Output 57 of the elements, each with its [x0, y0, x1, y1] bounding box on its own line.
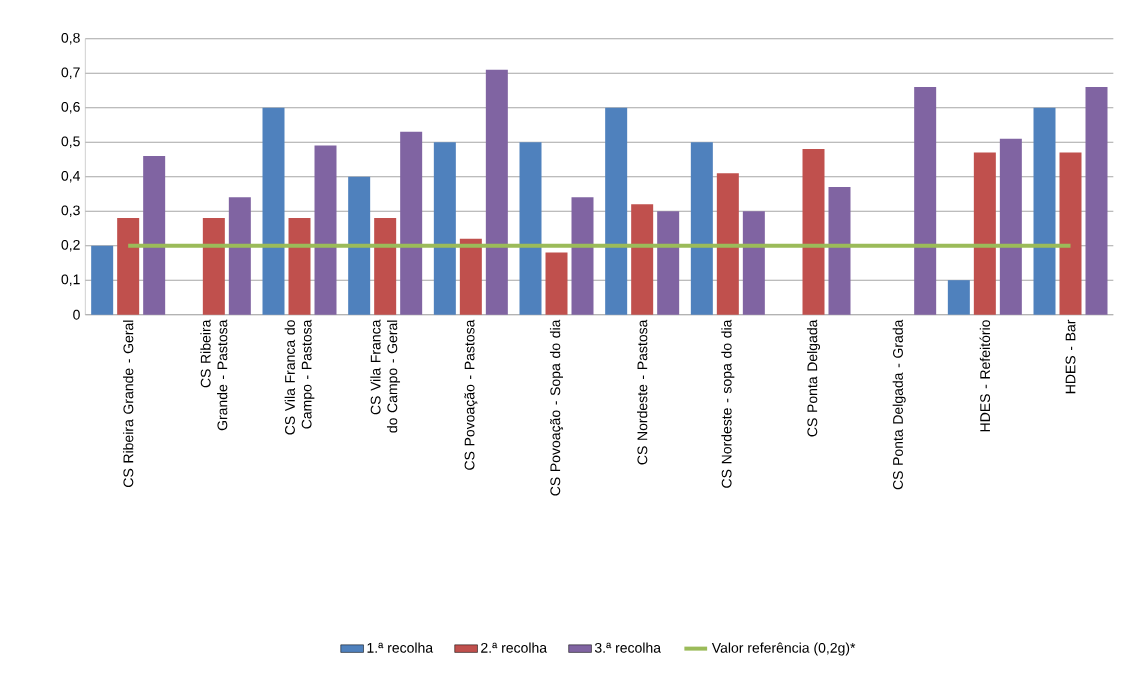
- y-tick-label: 0,5: [61, 136, 80, 148]
- bar: [1033, 107, 1056, 315]
- bar: [802, 148, 825, 315]
- bar: [314, 145, 337, 315]
- bar: [690, 142, 713, 315]
- y-tick-label: 0,3: [61, 205, 80, 217]
- bar: [202, 217, 225, 315]
- bar: [947, 280, 970, 315]
- bar: [716, 173, 739, 315]
- bar: [459, 238, 482, 315]
- bar: [999, 138, 1022, 315]
- x-tick-label: CS Ribeira Grande - Geral: [123, 320, 134, 487]
- bar: [262, 107, 285, 315]
- x-tick-label: CS Vila Franca do Campo - Geral: [370, 319, 401, 433]
- x-tick-label: CS Ponta Delgada: [806, 319, 821, 437]
- legend-label: 2.ª recolha: [481, 642, 548, 653]
- x-tick-label: CS Povoação - Pastosa: [464, 319, 478, 470]
- x-tick-label: CS Nordeste - Pastosa: [637, 319, 648, 465]
- bar: [1085, 86, 1108, 315]
- legend-label: Valor referência (0,2g)*: [711, 642, 856, 656]
- y-tick-label: 0,8: [61, 32, 80, 45]
- legend-label: 1.ª recolha: [367, 642, 434, 653]
- x-tick-label: CS Ribeira Grande - Pastosa: [200, 319, 228, 431]
- x-tick-label: CS Ponta Delgada - Grada: [892, 319, 906, 490]
- bar: [828, 186, 851, 315]
- y-tick-label: 0,2: [61, 239, 80, 252]
- bar: [545, 252, 568, 315]
- bar: [519, 142, 542, 315]
- bar: [433, 142, 456, 315]
- bar: [1059, 152, 1082, 315]
- y-tick-label: 0,6: [61, 101, 80, 114]
- legend-label: 3.ª recolha: [594, 642, 662, 653]
- bar: [288, 217, 311, 315]
- bar: [374, 217, 397, 315]
- bar: [117, 217, 140, 315]
- bar: [485, 69, 508, 315]
- bar: [143, 155, 166, 315]
- y-tick-label: 0,4: [61, 170, 80, 183]
- x-tick-label: CS Vila Franca do Campo - Pastosa: [284, 319, 315, 435]
- x-tick-label: HDES - Refeitório: [979, 320, 991, 432]
- bar: [348, 176, 371, 315]
- bar: [91, 245, 114, 315]
- bar: [228, 197, 251, 315]
- x-tick-label: HDES - Bar: [1065, 319, 1076, 393]
- y-tick-label: 0,1: [61, 274, 80, 286]
- bar: [400, 131, 423, 315]
- bar: [973, 152, 996, 315]
- x-tick-label: CS Povoação - Sopa do dia: [549, 319, 564, 496]
- bar: [657, 211, 680, 315]
- bar: [571, 197, 594, 315]
- bar: [914, 86, 937, 315]
- bar: [631, 204, 654, 315]
- y-tick-label: 0,7: [61, 67, 80, 79]
- x-tick-label: CS Nordeste - sopa do dia: [721, 319, 735, 488]
- bar: [605, 107, 628, 315]
- y-tick-label: 0: [73, 309, 80, 320]
- bar: [742, 211, 765, 315]
